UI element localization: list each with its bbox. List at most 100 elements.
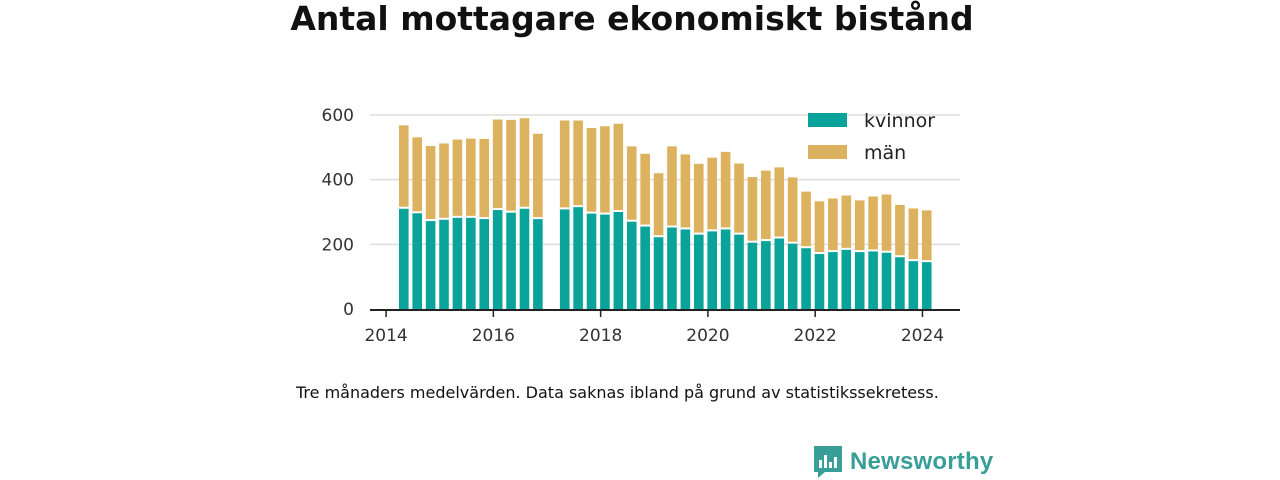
bar-man bbox=[492, 119, 503, 209]
bar-kvinnor bbox=[667, 227, 677, 309]
bar-kvinnor bbox=[479, 219, 490, 309]
bar-man bbox=[814, 201, 825, 253]
bar-kvinnor bbox=[586, 213, 597, 309]
y-tick-label: 400 bbox=[322, 171, 354, 191]
bar-kvinnor bbox=[720, 229, 731, 309]
bar-kvinnor bbox=[841, 249, 852, 309]
bar-kvinnor bbox=[613, 212, 624, 309]
bar-man bbox=[828, 198, 838, 251]
bar-kvinnor bbox=[533, 219, 543, 309]
bar-man bbox=[854, 200, 865, 251]
bar-man bbox=[479, 138, 490, 218]
bar-kvinnor bbox=[895, 257, 905, 309]
legend-swatch-kvinnor bbox=[808, 113, 847, 127]
bar-man bbox=[868, 196, 878, 250]
bar-kvinnor bbox=[707, 231, 717, 309]
bar-kvinnor bbox=[626, 221, 637, 309]
bar-kvinnor bbox=[868, 251, 878, 309]
x-tick-label: 2024 bbox=[901, 326, 944, 346]
newsworthy-chart-icon bbox=[814, 446, 842, 478]
bars bbox=[398, 118, 932, 309]
bar-man bbox=[841, 195, 852, 248]
axis-ticks: 0 200 400 600 2014 2016 2018 2020 2022 2024 bbox=[322, 106, 945, 346]
bar-kvinnor bbox=[466, 217, 476, 309]
bar-man bbox=[747, 177, 758, 241]
bar-man bbox=[613, 123, 624, 210]
bar-kvinnor bbox=[425, 221, 436, 309]
bar-kvinnor bbox=[653, 237, 664, 309]
bar-man bbox=[452, 139, 463, 216]
bar-man bbox=[734, 163, 744, 233]
bar-kvinnor bbox=[828, 252, 838, 309]
x-tick-label: 2016 bbox=[472, 326, 515, 346]
x-tick-label: 2014 bbox=[364, 326, 407, 346]
bar-kvinnor bbox=[787, 243, 798, 309]
bar-man bbox=[506, 119, 516, 211]
x-tick-label: 2022 bbox=[794, 326, 837, 346]
bar-kvinnor bbox=[600, 214, 610, 309]
chart-caption: Tre månaders medelvärden. Data saknas ib… bbox=[296, 383, 939, 402]
bar-kvinnor bbox=[439, 219, 449, 309]
bar-man bbox=[774, 167, 785, 237]
bar-kvinnor bbox=[398, 208, 409, 309]
bar-kvinnor bbox=[908, 261, 919, 309]
legend-label-kvinnor: kvinnor bbox=[864, 110, 935, 132]
bar-man bbox=[439, 143, 449, 218]
bar-man bbox=[466, 138, 476, 216]
bar-kvinnor bbox=[921, 262, 932, 309]
bar-kvinnor bbox=[774, 238, 785, 309]
bar-man bbox=[921, 210, 932, 261]
y-tick-label: 0 bbox=[343, 300, 354, 320]
bar-kvinnor bbox=[506, 212, 516, 309]
bar-man bbox=[573, 120, 583, 206]
bar-man bbox=[519, 118, 530, 207]
newsworthy-logo[interactable]: Newsworthy bbox=[814, 446, 993, 478]
chart-title: Antal mottagare ekonomiskt bistånd bbox=[290, 0, 974, 38]
bar-man bbox=[626, 146, 637, 220]
bar-man bbox=[881, 194, 892, 251]
bar-kvinnor bbox=[854, 252, 865, 309]
bar-man bbox=[533, 133, 543, 218]
bar-kvinnor bbox=[519, 208, 530, 309]
bar-man bbox=[895, 204, 905, 256]
x-tick-label: 2020 bbox=[686, 326, 729, 346]
brand-name: Newsworthy bbox=[850, 448, 994, 475]
bar-man bbox=[801, 191, 811, 247]
bar-man bbox=[787, 177, 798, 242]
bar-kvinnor bbox=[747, 242, 758, 309]
bar-man bbox=[600, 126, 610, 213]
bar-kvinnor bbox=[492, 210, 503, 309]
bar-kvinnor bbox=[814, 254, 825, 309]
bar-man bbox=[680, 154, 691, 228]
legend-swatch-man bbox=[808, 145, 847, 159]
bar-man bbox=[398, 125, 409, 207]
bar-man bbox=[412, 137, 422, 212]
y-tick-label: 200 bbox=[322, 235, 354, 255]
y-tick-label: 600 bbox=[322, 106, 354, 126]
bar-man bbox=[667, 146, 677, 226]
bar-man bbox=[720, 151, 731, 228]
bar-kvinnor bbox=[801, 248, 811, 309]
bar-kvinnor bbox=[734, 234, 744, 309]
bar-man bbox=[425, 146, 436, 220]
bar-kvinnor bbox=[412, 213, 422, 309]
bar-man bbox=[761, 170, 771, 240]
bar-kvinnor bbox=[559, 209, 570, 309]
bar-man bbox=[908, 208, 919, 260]
legend-label-man: män bbox=[864, 142, 906, 164]
bar-kvinnor bbox=[761, 241, 771, 309]
legend: kvinnor män bbox=[808, 110, 935, 164]
bar-kvinnor bbox=[881, 252, 892, 309]
bar-man bbox=[559, 120, 570, 208]
x-tick-label: 2018 bbox=[579, 326, 622, 346]
bar-kvinnor bbox=[693, 234, 704, 309]
bar-man bbox=[640, 153, 650, 225]
bar-kvinnor bbox=[640, 226, 650, 309]
bar-kvinnor bbox=[680, 229, 691, 309]
bar-man bbox=[693, 163, 704, 233]
bar-man bbox=[586, 127, 597, 212]
bar-man bbox=[653, 173, 664, 236]
bar-kvinnor bbox=[573, 207, 583, 309]
bar-kvinnor bbox=[452, 217, 463, 309]
